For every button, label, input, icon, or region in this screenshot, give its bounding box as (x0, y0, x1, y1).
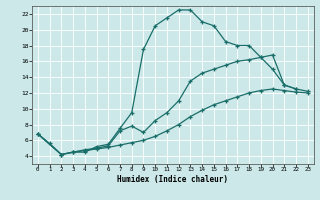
X-axis label: Humidex (Indice chaleur): Humidex (Indice chaleur) (117, 175, 228, 184)
